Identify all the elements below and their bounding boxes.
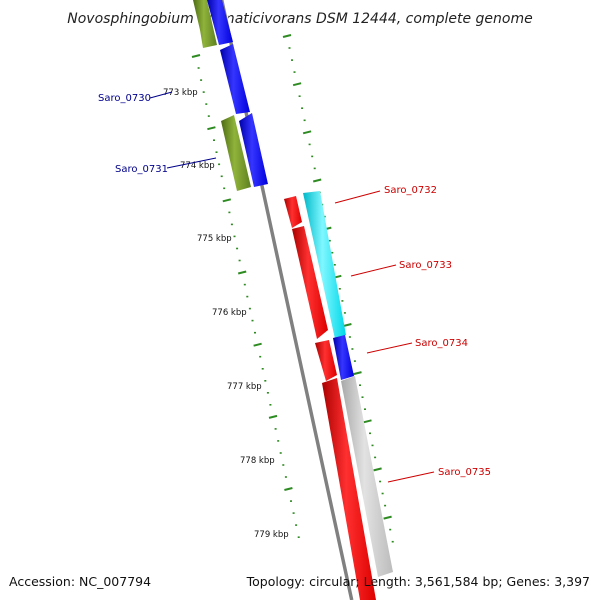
scale-label: 778 kbp (240, 456, 275, 466)
label-leader-line (149, 91, 173, 99)
label-leader-line (366, 342, 413, 354)
gene-label-saro-0733[interactable]: Saro_0733 (399, 260, 452, 271)
gene-feature[interactable] (239, 113, 268, 187)
label-leader-line (166, 157, 217, 169)
cds-feature[interactable] (315, 340, 337, 381)
major-tick (268, 414, 278, 419)
feature-track (193, 0, 393, 600)
gene-feature-saro-0735[interactable] (341, 376, 393, 577)
accession-text: Accession: NC_007794 (9, 574, 151, 589)
inner-tick-marks (191, 54, 300, 539)
major-tick (284, 487, 293, 491)
scale-label: 776 kbp (212, 308, 247, 318)
major-tick (237, 270, 247, 275)
cds-feature[interactable] (322, 378, 376, 600)
major-tick (383, 515, 392, 520)
major-tick (353, 371, 362, 376)
label-leader-line (350, 264, 397, 277)
scale-label: 773 kbp (163, 88, 198, 98)
genome-summary-text: Topology: circular; Length: 3,561,584 bp… (246, 574, 590, 589)
gene-feature[interactable] (207, 0, 233, 45)
label-leader-line (387, 471, 435, 483)
cds-feature[interactable] (284, 196, 302, 228)
major-tick (253, 342, 262, 347)
major-tick (343, 323, 352, 327)
cds-feature[interactable] (292, 226, 328, 339)
major-tick (282, 34, 292, 38)
gene-label-saro-0732[interactable]: Saro_0732 (384, 185, 437, 196)
scale-label: 775 kbp (197, 234, 232, 244)
major-tick (373, 467, 382, 472)
gene-label-saro-0730[interactable]: Saro_0730 (98, 93, 151, 104)
major-tick (207, 126, 216, 131)
major-tick (302, 130, 312, 135)
scale-label: 779 kbp (254, 530, 289, 540)
major-tick (191, 54, 201, 58)
scale-label: 777 kbp (227, 382, 262, 392)
gene-label-saro-0734[interactable]: Saro_0734 (415, 338, 468, 349)
gene-label-saro-0735[interactable]: Saro_0735 (438, 467, 491, 478)
gene-label-saro-0731[interactable]: Saro_0731 (115, 164, 168, 175)
cds-feature[interactable] (221, 115, 251, 191)
scale-label: 774 kbp (180, 161, 215, 171)
gene-feature-saro-0734[interactable] (333, 335, 354, 380)
major-tick (312, 178, 322, 183)
gene-feature-saro-0732[interactable] (303, 191, 346, 339)
major-tick (363, 419, 372, 424)
gene-feature[interactable] (220, 44, 250, 114)
gene-labels: Saro_0730 Saro_0731 Saro_0732 Saro_0733 … (98, 91, 491, 483)
major-tick (292, 82, 302, 87)
cds-feature[interactable] (193, 0, 217, 48)
scale-labels: 773 kbp 774 kbp 775 kbp 776 kbp 777 kbp 778 k… (163, 88, 289, 540)
label-leader-line (334, 190, 381, 204)
major-tick (222, 198, 232, 203)
map-title: Novosphingobium aromaticivorans DSM 1244… (67, 11, 532, 27)
outer-tick-marks (282, 34, 394, 543)
